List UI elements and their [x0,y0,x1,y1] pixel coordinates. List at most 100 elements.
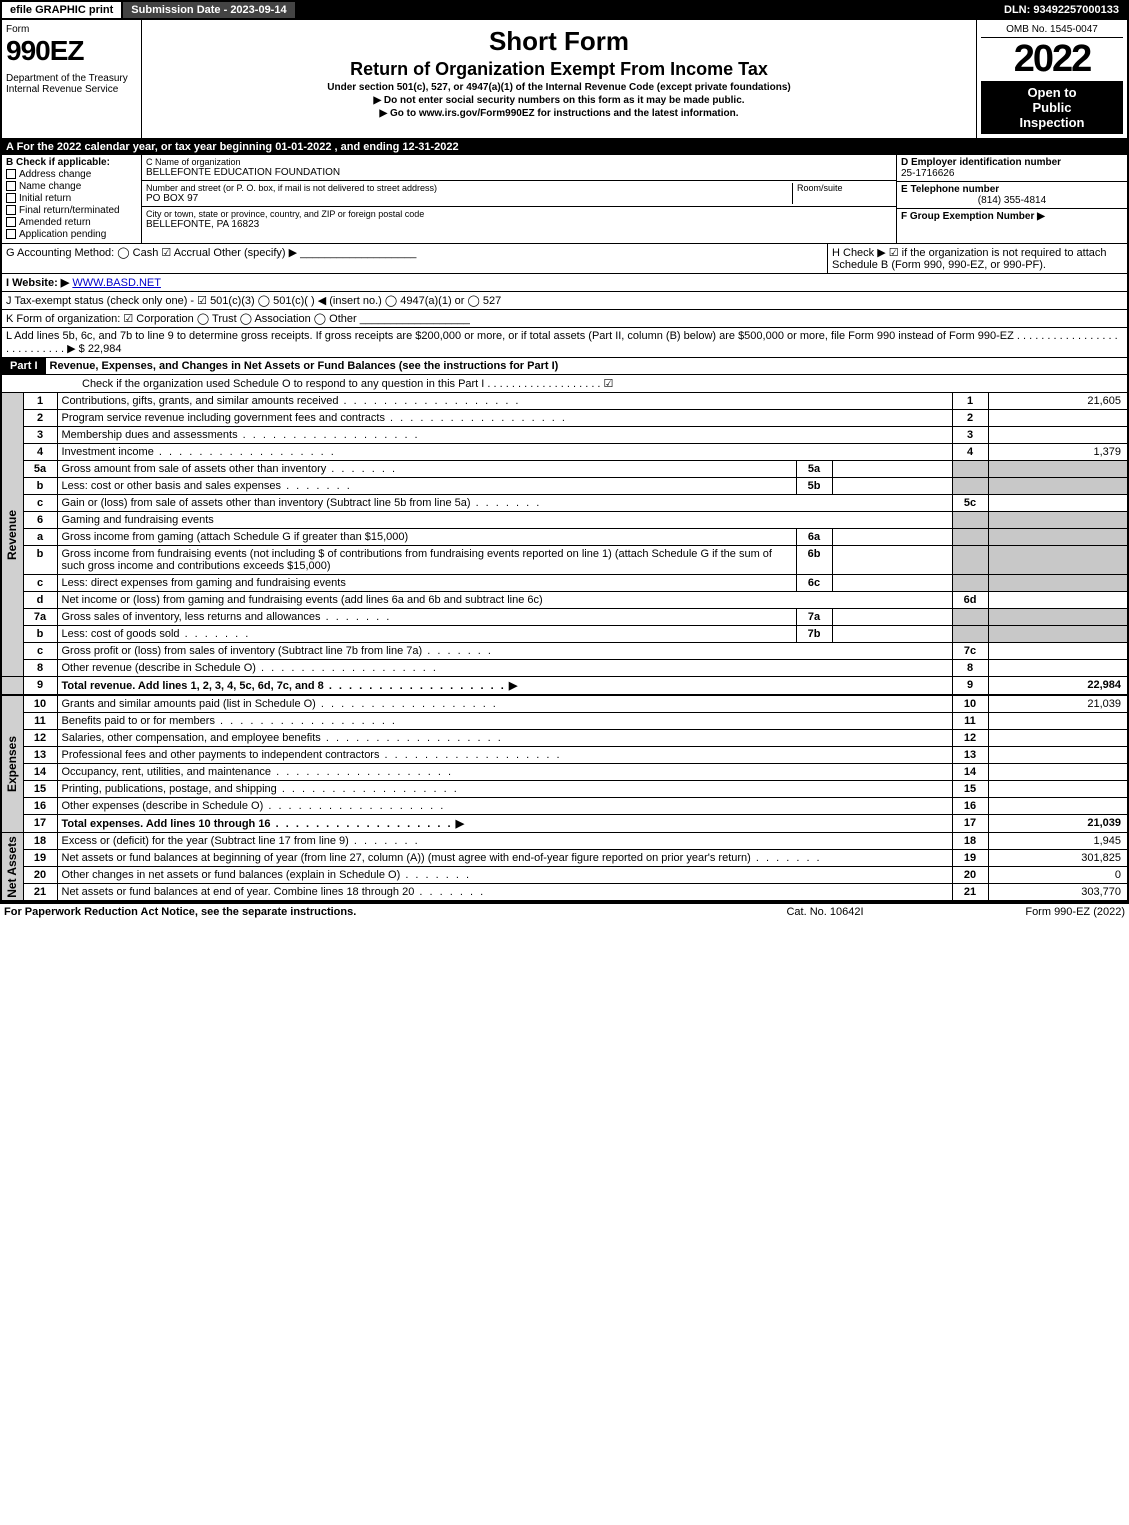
line-5b-num: b [23,478,57,495]
line-20-ln: 20 [952,867,988,884]
line-6c-subval [832,575,952,592]
phone-label: E Telephone number [901,184,1123,195]
line-10: Expenses 10 Grants and similar amounts p… [1,695,1128,713]
part-i-title: Revenue, Expenses, and Changes in Net As… [46,358,1127,374]
section-b-label: B Check if applicable: [6,157,137,168]
line-4-desc: Investment income [62,446,336,458]
line-6-ln-shade [952,512,988,529]
org-name-row: C Name of organization BELLEFONTE EDUCAT… [142,155,896,181]
line-6b-subval [832,546,952,575]
tax-year: 2022 [981,38,1123,81]
street-label: Number and street (or P. O. box, if mail… [146,183,792,193]
line-16-ln: 16 [952,798,988,815]
line-3-desc: Membership dues and assessments [62,429,420,441]
line-10-val: 21,039 [988,695,1128,713]
line-6a-num: a [23,529,57,546]
line-9-num: 9 [23,677,57,696]
group-exemption-row: F Group Exemption Number ▶ [897,209,1127,224]
form-header: Form 990EZ Department of the Treasury In… [0,20,1129,140]
line-15-val [988,781,1128,798]
line-7c-desc: Gross profit or (loss) from sales of inv… [62,645,493,657]
line-14: 14 Occupancy, rent, utilities, and maint… [1,764,1128,781]
line-11: 11 Benefits paid to or for members 11 [1,713,1128,730]
omb-number: OMB No. 1545-0047 [981,24,1123,38]
footer-form-ref: Form 990-EZ (2022) [925,906,1125,918]
header-left: Form 990EZ Department of the Treasury In… [2,20,142,138]
street-value: PO BOX 97 [146,193,792,204]
cb-name-change[interactable]: Name change [6,181,137,192]
line-9: 9 Total revenue. Add lines 1, 2, 3, 4, 5… [1,677,1128,696]
line-1-num: 1 [23,393,57,410]
cb-amended-return[interactable]: Amended return [6,217,137,228]
line-10-ln: 10 [952,695,988,713]
topbar-spacer [297,2,996,18]
line-19-num: 19 [23,850,57,867]
info-grid: B Check if applicable: Address change Na… [0,155,1129,244]
line-6-desc: Gaming and fundraising events [57,512,952,529]
line-9-desc: Total revenue. Add lines 1, 2, 3, 4, 5c,… [62,680,324,692]
header-middle: Short Form Return of Organization Exempt… [142,20,977,138]
line-7c-val [988,643,1128,660]
line-18-val: 1,945 [988,833,1128,850]
line-17: 17 Total expenses. Add lines 10 through … [1,815,1128,833]
line-15-desc: Printing, publications, postage, and shi… [62,783,459,795]
line-8-ln: 8 [952,660,988,677]
line-6b-sub: 6b [796,546,832,575]
line-6a-val-shade [988,529,1128,546]
dept-label: Department of the Treasury Internal Reve… [6,73,137,95]
line-17-val: 21,039 [988,815,1128,833]
city-label: City or town, state or province, country… [146,209,892,219]
line-9-ln: 9 [952,677,988,696]
part-i-table: Revenue 1 Contributions, gifts, grants, … [0,393,1129,902]
cb-initial-return-label: Initial return [19,193,71,204]
line-16-num: 16 [23,798,57,815]
efile-print-label[interactable]: efile GRAPHIC print [2,2,123,18]
cb-application-pending-label: Application pending [19,229,106,240]
cb-name-change-label: Name change [19,181,81,192]
line-21-desc: Net assets or fund balances at end of ye… [62,886,486,898]
cb-final-return[interactable]: Final return/terminated [6,205,137,216]
ein-row: D Employer identification number 25-1716… [897,155,1127,182]
line-19-val: 301,825 [988,850,1128,867]
line-8-desc: Other revenue (describe in Schedule O) [62,662,438,674]
footer-cat-no: Cat. No. 10642I [725,906,925,918]
line-5a-sub: 5a [796,461,832,478]
revenue-side-end [1,677,23,696]
line-12: 12 Salaries, other compensation, and emp… [1,730,1128,747]
cb-address-change[interactable]: Address change [6,169,137,180]
line-2: 2 Program service revenue including gove… [1,410,1128,427]
line-7a-desc: Gross sales of inventory, less returns a… [62,611,392,623]
ein-value: 25-1716626 [901,168,1123,179]
line-15-num: 15 [23,781,57,798]
line-15-ln: 15 [952,781,988,798]
line-3-num: 3 [23,427,57,444]
line-1-ln: 1 [952,393,988,410]
line-21-num: 21 [23,884,57,902]
line-10-desc: Grants and similar amounts paid (list in… [62,698,498,710]
part-i-check: Check if the organization used Schedule … [0,375,1129,393]
line-20: 20 Other changes in net assets or fund b… [1,867,1128,884]
org-name-label: C Name of organization [146,157,892,167]
line-6: 6 Gaming and fundraising events [1,512,1128,529]
section-g: G Accounting Method: ◯ Cash ☑ Accrual Ot… [2,244,827,273]
top-bar: efile GRAPHIC print Submission Date - 20… [0,0,1129,20]
line-6b-ln-shade [952,546,988,575]
line-3-val [988,427,1128,444]
line-4: 4 Investment income 4 1,379 [1,444,1128,461]
section-cde: C Name of organization BELLEFONTE EDUCAT… [142,155,1127,243]
line-6b-val-shade [988,546,1128,575]
line-5b-val-shade [988,478,1128,495]
line-11-val [988,713,1128,730]
goto-link[interactable]: ▶ Go to www.irs.gov/Form990EZ for instru… [150,108,968,119]
revenue-side-label: Revenue [1,393,23,677]
line-13-num: 13 [23,747,57,764]
cb-initial-return[interactable]: Initial return [6,193,137,204]
cb-application-pending[interactable]: Application pending [6,229,137,240]
line-11-ln: 11 [952,713,988,730]
inspect-line-1: Open to [985,85,1119,100]
line-5b-subval [832,478,952,495]
section-l: L Add lines 5b, 6c, and 7b to line 9 to … [0,328,1129,358]
line-6-num: 6 [23,512,57,529]
website-link[interactable]: WWW.BASD.NET [72,277,161,289]
line-16-val [988,798,1128,815]
